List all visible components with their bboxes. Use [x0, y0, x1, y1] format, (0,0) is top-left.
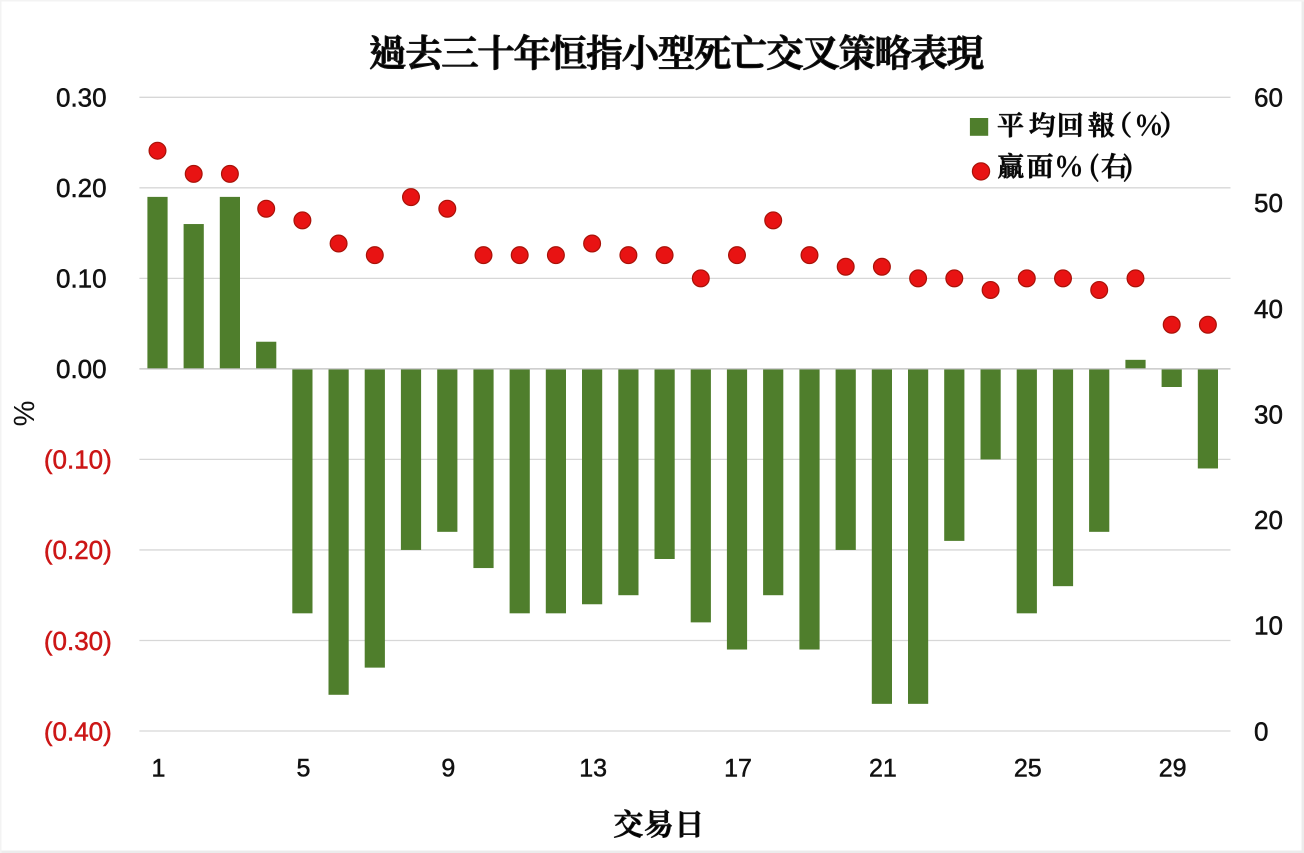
- svg-text:40: 40: [1254, 294, 1283, 324]
- svg-text:0.10: 0.10: [56, 264, 107, 294]
- svg-text:20: 20: [1254, 505, 1283, 535]
- svg-text:25: 25: [1014, 755, 1042, 783]
- svg-text:0.00: 0.00: [56, 354, 107, 384]
- svg-text:%: %: [9, 401, 41, 427]
- svg-text:0.20: 0.20: [56, 173, 107, 203]
- svg-text:13: 13: [579, 755, 607, 783]
- svg-text:9: 9: [441, 755, 455, 783]
- svg-text:29: 29: [1159, 755, 1187, 783]
- svg-text:(0.20): (0.20): [44, 535, 112, 565]
- svg-text:(0.10): (0.10): [44, 445, 112, 475]
- svg-text:10: 10: [1254, 611, 1283, 641]
- svg-text:30: 30: [1254, 400, 1283, 430]
- svg-text:1: 1: [152, 755, 166, 783]
- svg-text:0.30: 0.30: [56, 83, 107, 113]
- svg-text:5: 5: [296, 755, 310, 783]
- svg-text:(0.30): (0.30): [44, 626, 112, 656]
- svg-text:50: 50: [1254, 188, 1283, 218]
- svg-text:(0.40): (0.40): [44, 716, 112, 746]
- svg-text:60: 60: [1254, 83, 1283, 113]
- svg-text:0: 0: [1254, 716, 1268, 746]
- svg-text:21: 21: [869, 755, 897, 783]
- svg-text:17: 17: [724, 755, 752, 783]
